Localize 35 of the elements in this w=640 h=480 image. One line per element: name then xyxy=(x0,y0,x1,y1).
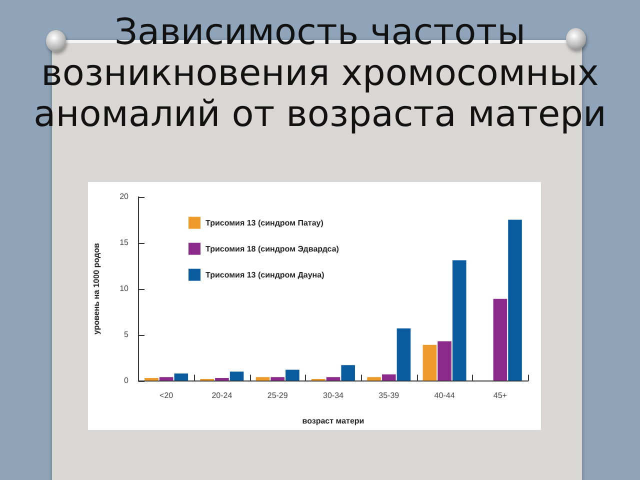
bar xyxy=(493,298,508,381)
bar xyxy=(382,374,396,381)
bar xyxy=(144,378,158,381)
bar xyxy=(286,370,300,381)
legend-label: Трисомия 13 (синдром Патау) xyxy=(206,218,324,228)
x-tick-label: <20 xyxy=(160,390,174,400)
bar xyxy=(438,341,452,381)
bar xyxy=(230,372,244,381)
bar xyxy=(508,220,522,381)
bar xyxy=(159,377,174,381)
x-tick-label: 45+ xyxy=(493,390,508,400)
bar xyxy=(174,373,188,381)
x-tick-label: 40-44 xyxy=(434,390,456,400)
bar xyxy=(326,377,340,381)
y-tick-label: 0 xyxy=(124,376,130,386)
bar xyxy=(367,377,381,381)
x-tick-label: 25-29 xyxy=(267,390,288,400)
bar xyxy=(256,377,270,381)
bar xyxy=(215,378,229,381)
legend-label: Трисомия 18 (синдром Эдвардса) xyxy=(206,244,340,254)
x-tick-label: 35-39 xyxy=(378,390,400,400)
bar xyxy=(452,260,466,381)
bar xyxy=(422,344,437,381)
bar xyxy=(396,328,411,381)
x-axis-title: возраст матери xyxy=(302,416,364,426)
legend-label: Трисомия 13 (синдром Дауна) xyxy=(206,270,325,280)
bar xyxy=(270,377,285,381)
bar xyxy=(341,365,355,381)
y-axis-title: уровень на 1000 родов xyxy=(92,243,102,335)
x-tick-label: 30-34 xyxy=(323,390,344,400)
y-tick-label: 20 xyxy=(120,192,130,202)
y-tick-label: 5 xyxy=(124,330,130,340)
y-tick-label: 15 xyxy=(120,238,130,248)
y-tick-label: 10 xyxy=(120,284,130,294)
x-tick-label: 20-24 xyxy=(212,390,233,400)
